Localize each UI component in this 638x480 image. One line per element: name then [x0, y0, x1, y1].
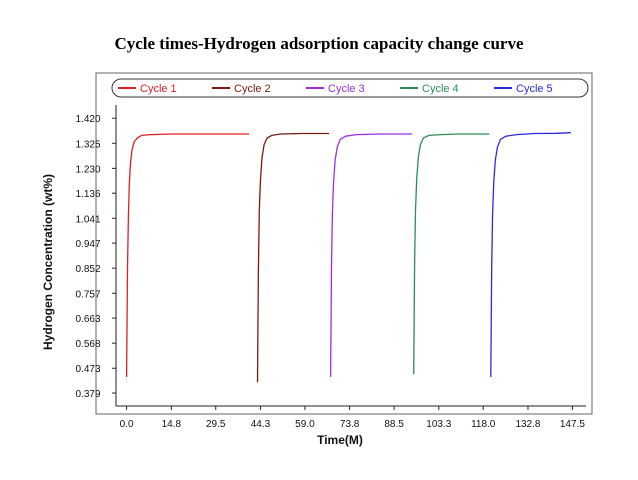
series-layer	[125, 132, 571, 383]
series-line-cycle-2	[256, 132, 330, 383]
y-tick-label: 0.852	[75, 264, 100, 275]
x-tick-label: 14.8	[162, 419, 182, 430]
series-line-cycle-3	[329, 133, 413, 378]
legend-label-cycle-4: Cycle 4	[422, 83, 459, 95]
legend: Cycle 1 Cycle 2 Cycle 3 Cycle 4 Cycle 5	[118, 83, 553, 95]
legend-label-cycle-3: Cycle 3	[328, 83, 365, 95]
y-tick-label: 0.568	[75, 339, 100, 350]
legend-label-cycle-5: Cycle 5	[516, 83, 553, 95]
y-tick-label: 1.420	[75, 114, 100, 125]
x-tick-label: 73.8	[340, 419, 360, 430]
x-tick-label: 147.5	[560, 419, 585, 430]
y-tick-label: 0.473	[75, 364, 100, 375]
y-tick-label: 1.230	[75, 164, 100, 175]
y-tick-label: 0.663	[75, 314, 100, 325]
chart-title: Cycle times-Hydrogen adsorption capacity…	[114, 34, 524, 53]
y-tick-label: 1.041	[75, 214, 100, 225]
legend-label-cycle-1: Cycle 1	[140, 83, 177, 95]
y-tick-label: 0.947	[75, 239, 100, 250]
series-line-cycle-1	[125, 133, 249, 378]
y-axis-title: Hydrogen Concentration (wt%)	[41, 174, 55, 350]
x-axis-title: Time(M)	[317, 433, 363, 447]
legend-box	[111, 78, 589, 98]
chart-frame	[95, 72, 593, 415]
x-tick-label: 132.8	[515, 419, 540, 430]
y-tick-label: 1.136	[75, 189, 100, 200]
x-tick-label: 118.0	[471, 419, 496, 430]
x-tick-label: 88.5	[384, 419, 404, 430]
x-tick-label: 103.3	[426, 419, 451, 430]
axis-ticks: 0.0 14.8 29.5 44.3 59.0 73.8 88.5 103.3 118.0 132…	[75, 114, 585, 430]
y-tick-label: 1.325	[75, 139, 100, 150]
x-tick-label: 59.0	[295, 419, 315, 430]
y-tick-label: 0.757	[75, 289, 100, 300]
series-line-cycle-4	[413, 133, 490, 375]
legend-label-cycle-2: Cycle 2	[234, 83, 271, 95]
x-tick-label: 29.5	[206, 419, 226, 430]
x-tick-label: 0.0	[120, 419, 134, 430]
series-line-cycle-5	[490, 132, 571, 378]
y-tick-label: 0.379	[75, 389, 100, 400]
x-tick-label: 44.3	[251, 419, 271, 430]
